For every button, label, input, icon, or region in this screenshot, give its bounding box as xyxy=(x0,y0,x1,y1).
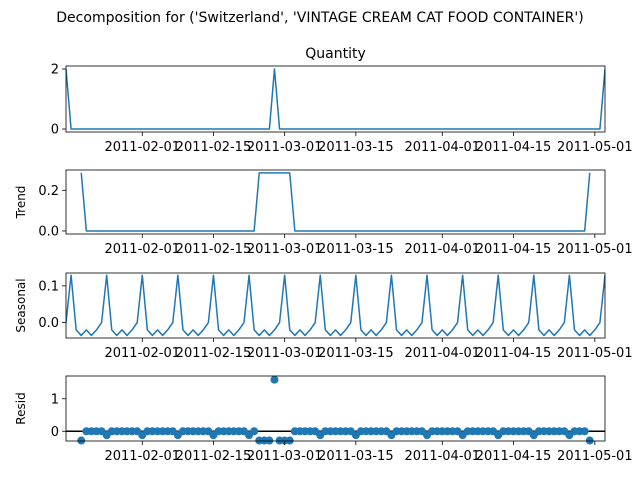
seasonal-x-tick-label: 2011-02-01 xyxy=(104,346,180,361)
observed-panel-title: Quantity xyxy=(305,46,366,62)
seasonal-x-tick-label: 2011-04-01 xyxy=(405,346,481,361)
trend-x-tick-label: 2011-03-15 xyxy=(318,242,394,257)
resid-point xyxy=(77,436,86,445)
observed-x-tick-label: 2011-04-01 xyxy=(405,140,481,155)
trend-series-line xyxy=(80,172,591,232)
resid-y-axis-label: Resid xyxy=(14,392,28,424)
resid-point xyxy=(585,436,594,445)
seasonal-x-tick-label: 2011-05-01 xyxy=(557,346,633,361)
seasonal-x-tick-label: 2011-02-15 xyxy=(176,346,252,361)
observed-x-tick-label: 2011-03-15 xyxy=(318,140,394,155)
resid-x-tick-label: 2011-02-15 xyxy=(176,449,252,464)
trend-x-tick-label: 2011-05-01 xyxy=(557,242,633,257)
observed-x-tick-label: 2011-04-15 xyxy=(476,140,552,155)
panels: 022011-02-012011-02-152011-03-012011-03-… xyxy=(14,46,633,464)
trend-x-tick-label: 2011-02-01 xyxy=(104,242,180,257)
resid-x-tick-label: 2011-05-01 xyxy=(557,449,633,464)
trend-x-tick-label: 2011-04-15 xyxy=(476,242,552,257)
resid-point xyxy=(265,436,274,445)
trend-y-tick-label: 0.0 xyxy=(38,224,59,239)
panel-seasonal: 0.00.12011-02-012011-02-152011-03-012011… xyxy=(14,272,633,361)
observed-x-tick-label: 2011-05-01 xyxy=(557,140,633,155)
panel-resid: 0 1 2011-02-012011-02-152011-03-012011-03-… xyxy=(14,375,633,464)
trend-x-tick-label: 2011-02-15 xyxy=(176,242,252,257)
resid-x-tick-label: 2011-04-15 xyxy=(476,449,552,464)
resid-x-tick-label: 2011-03-15 xyxy=(318,449,394,464)
seasonal-y-tick-label: 0.1 xyxy=(38,279,59,294)
figure-title: Decomposition for ('Switzerland', 'VINTA… xyxy=(56,10,583,26)
seasonal-axes-frame xyxy=(65,272,606,339)
seasonal-series-line xyxy=(66,274,605,337)
seasonal-y-tick-label: 0.0 xyxy=(38,316,59,331)
panel-trend: 0.00.22011-02-012011-02-152011-03-012011… xyxy=(14,169,633,257)
observed-x-tick-label: 2011-03-01 xyxy=(247,140,323,155)
resid-y-tick-label: 1 xyxy=(51,392,59,407)
seasonal-x-tick-label: 2011-04-15 xyxy=(476,346,552,361)
resid-point xyxy=(285,436,294,445)
seasonal-x-tick-label: 2011-03-15 xyxy=(318,346,394,361)
panel-observed: 0 2 2011-02-012011-02-152011-03-012011-03-… xyxy=(51,46,633,155)
trend-x-tick-label: 2011-04-01 xyxy=(405,242,481,257)
resid-x-tick-label: 2011-02-01 xyxy=(104,449,180,464)
resid-point xyxy=(270,375,279,384)
resid-axes-frame xyxy=(65,375,606,442)
resid-y-tick-label: 0 xyxy=(51,425,59,440)
trend-y-tick-label: 0.2 xyxy=(38,184,59,199)
resid-point xyxy=(250,427,259,436)
trend-y-axis-label: Trend xyxy=(14,186,28,220)
observed-x-tick-label: 2011-02-01 xyxy=(104,140,180,155)
observed-x-tick-label: 2011-02-15 xyxy=(176,140,252,155)
trend-axes-frame xyxy=(65,169,606,235)
observed-y-tick-label: 0 xyxy=(51,123,59,138)
observed-series-line xyxy=(66,68,605,130)
observed-axes-frame xyxy=(65,65,606,133)
trend-x-tick-label: 2011-03-01 xyxy=(247,242,323,257)
seasonal-y-axis-label: Seasonal xyxy=(14,278,28,332)
observed-y-tick-label: 2 xyxy=(51,63,59,78)
resid-x-tick-label: 2011-03-01 xyxy=(247,449,323,464)
resid-point xyxy=(580,427,589,436)
resid-x-tick-label: 2011-04-01 xyxy=(405,449,481,464)
seasonal-x-tick-label: 2011-03-01 xyxy=(247,346,323,361)
